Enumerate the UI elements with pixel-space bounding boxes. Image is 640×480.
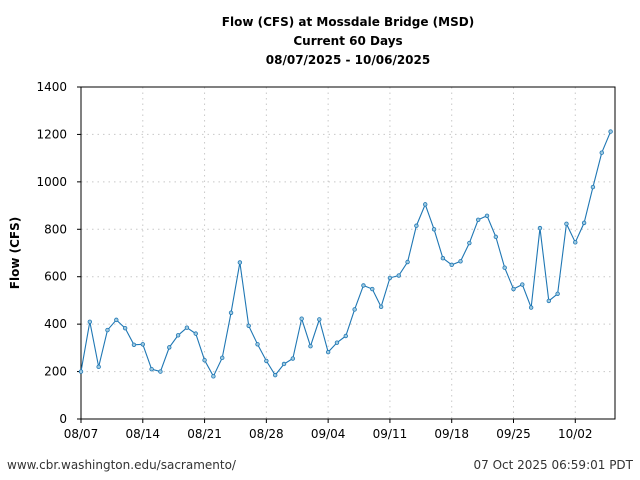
series-line — [80, 131, 612, 378]
data-point — [378, 304, 384, 310]
data-point — [211, 374, 216, 379]
data-point — [78, 369, 84, 374]
y-tick-label: 600 — [44, 270, 67, 284]
y-tick-label: 800 — [44, 222, 67, 236]
y-tick-label: 400 — [44, 317, 67, 331]
data-point — [573, 240, 578, 245]
x-tick-label: 08/07 — [64, 427, 99, 441]
x-tick-label: 09/11 — [373, 427, 408, 441]
data-point — [175, 333, 181, 338]
data-point — [272, 372, 278, 378]
source-link[interactable]: www.cbr.washington.edu/sacramento/ — [7, 458, 236, 472]
y-tick-label: 1200 — [36, 127, 67, 141]
data-point — [484, 213, 490, 218]
y-tick-label: 1000 — [36, 175, 67, 189]
data-point — [396, 273, 401, 278]
data-point — [290, 356, 296, 361]
data-point — [458, 259, 463, 264]
data-point — [599, 150, 604, 155]
data-point — [105, 327, 110, 333]
data-point — [317, 317, 322, 322]
data-point — [122, 325, 128, 331]
data-point — [555, 291, 560, 296]
data-point — [325, 349, 331, 355]
data-point — [546, 298, 552, 304]
axes: 0 200 400 600 800 1000 1200 1400 08/07 08/14 08/21… — [36, 80, 616, 441]
data-point — [87, 319, 93, 324]
data-point — [528, 305, 534, 310]
chart-title: Flow (CFS) at Mossdale Bridge (MSD) — [221, 15, 475, 29]
data-point — [343, 333, 348, 339]
x-tick-label: 08/21 — [187, 427, 222, 441]
x-tick-label: 09/18 — [434, 427, 469, 441]
data-point — [590, 184, 596, 190]
y-tick-label: 0 — [59, 412, 67, 426]
data-point — [537, 225, 543, 231]
data-point — [440, 256, 446, 261]
y-axis-label: Flow (CFS) — [8, 217, 22, 289]
data-point — [237, 260, 243, 265]
data-point — [264, 358, 269, 364]
data-point — [475, 217, 481, 222]
data-point — [387, 275, 393, 281]
data-point — [167, 345, 172, 350]
chart-date-range: 08/07/2025 - 10/06/2025 — [265, 53, 431, 67]
data-point — [202, 357, 207, 363]
data-point — [308, 343, 313, 349]
data-point — [423, 202, 428, 207]
plot-frame — [80, 86, 616, 420]
x-tick-label: 10/02 — [558, 427, 593, 441]
data-point — [140, 342, 145, 347]
data-point — [131, 342, 137, 347]
data-point — [520, 282, 525, 287]
data-point — [281, 361, 287, 367]
data-point — [431, 227, 437, 232]
data-point — [299, 316, 304, 321]
data-point — [511, 286, 516, 292]
x-tick-label: 09/25 — [496, 427, 531, 441]
data-point — [158, 369, 163, 374]
data-point — [184, 325, 190, 330]
data-point — [334, 340, 340, 345]
data-point — [608, 129, 613, 134]
data-point — [493, 234, 499, 240]
data-point — [352, 307, 357, 312]
data-point — [502, 265, 507, 270]
data-point — [149, 367, 154, 372]
data-point — [414, 223, 419, 228]
data-point — [255, 342, 260, 347]
data-point — [220, 355, 225, 361]
series-flow — [78, 129, 613, 379]
data-point — [246, 323, 251, 329]
y-tick-label: 200 — [44, 365, 67, 379]
data-point — [405, 259, 410, 265]
data-point — [370, 286, 375, 292]
chart-subtitle: Current 60 Days — [293, 34, 403, 48]
data-point — [193, 331, 198, 336]
x-tick-label: 09/04 — [311, 427, 346, 441]
y-tick-label: 1400 — [36, 80, 67, 94]
x-tick-label: 08/28 — [249, 427, 284, 441]
data-point — [96, 364, 101, 370]
data-point — [114, 317, 119, 323]
data-point — [449, 262, 454, 268]
data-point — [467, 240, 472, 246]
data-point — [228, 310, 234, 315]
timestamp: 07 Oct 2025 06:59:01 PDT — [473, 458, 633, 472]
data-point — [581, 220, 587, 226]
x-tick-label: 08/14 — [125, 427, 160, 441]
data-point — [564, 221, 569, 227]
data-point — [361, 283, 366, 288]
grid — [81, 87, 615, 419]
